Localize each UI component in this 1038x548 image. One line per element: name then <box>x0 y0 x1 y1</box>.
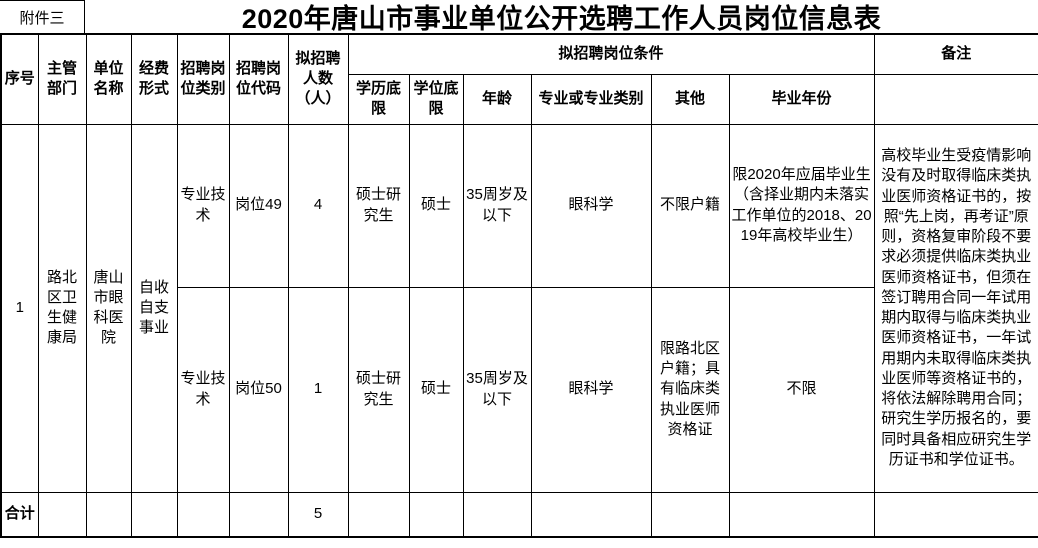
cell-age: 35周岁及以下 <box>462 123 532 288</box>
total-empty-remarks <box>873 491 1038 538</box>
cell-degree: 硕士 <box>408 286 464 493</box>
cell-grad-year: 限2020年应届毕业生（含择业期内未落实工作单位的2018、2019年高校毕业生… <box>728 123 875 288</box>
total-empty-grad-year <box>728 491 875 538</box>
job-table: 序号 主管部门 单位名称 经费形式 招聘岗位类别 招聘岗位代码 拟招聘人数（人）… <box>0 33 1038 538</box>
header-count: 拟招聘人数（人） <box>287 33 349 125</box>
header-degree: 学位底限 <box>408 73 464 125</box>
header-major: 专业或专业类别 <box>530 73 652 125</box>
header-conditions-group: 拟招聘岗位条件 <box>347 33 875 75</box>
cell-age: 35周岁及以下 <box>462 286 532 493</box>
total-count: 5 <box>287 491 349 538</box>
header-seq: 序号 <box>0 33 39 125</box>
cell-education: 硕士研究生 <box>347 123 410 288</box>
total-label: 合计 <box>0 491 39 538</box>
cell-category: 专业技术 <box>176 286 230 493</box>
cell-seq: 1 <box>0 123 39 493</box>
cell-unit: 唐山市眼科医院 <box>85 123 132 493</box>
total-empty-unit <box>85 491 132 538</box>
header-row-2: 学历底限 学位底限 年龄 专业或专业类别 其他 毕业年份 <box>1 73 1038 125</box>
cell-other: 限路北区户籍；具有临床类执业医师资格证 <box>650 286 730 493</box>
total-empty-other <box>650 491 730 538</box>
cell-category: 专业技术 <box>176 123 230 288</box>
header-funding: 经费形式 <box>130 33 178 125</box>
cell-count: 4 <box>287 123 349 288</box>
total-empty-education <box>347 491 410 538</box>
cell-count: 1 <box>287 286 349 493</box>
table-row-total: 合计 5 <box>0 491 1038 538</box>
cell-code: 岗位49 <box>228 123 289 288</box>
header-dept: 主管部门 <box>37 33 87 125</box>
cell-education: 硕士研究生 <box>347 286 410 493</box>
table-row-position-50: 专业技术 岗位50 1 硕士研究生 硕士 35周岁及以下 眼科学 限路北区户籍；… <box>1 286 1038 493</box>
cell-remarks: 高校毕业生受疫情影响没有及时取得临床类执业医师资格证书的，按照“先上岗，再考证”… <box>873 123 1038 493</box>
header-remarks-sub <box>873 73 1038 125</box>
cell-major: 眼科学 <box>530 123 652 288</box>
page-title: 2020年唐山市事业单位公开选聘工作人员岗位信息表 <box>241 4 882 34</box>
cell-code: 岗位50 <box>228 286 289 493</box>
attachment-label: 附件三 <box>0 0 85 33</box>
header-code: 招聘岗位代码 <box>228 33 289 125</box>
total-empty-degree <box>408 491 464 538</box>
header-grad-year: 毕业年份 <box>728 73 875 125</box>
total-empty-code <box>228 491 289 538</box>
cell-other: 不限户籍 <box>650 123 730 288</box>
table-row-position-49: 1 路北区卫生健康局 唐山市眼科医院 自收自支事业 专业技术 岗位49 4 硕士… <box>0 123 1038 493</box>
cell-major: 眼科学 <box>530 286 652 493</box>
header-unit: 单位名称 <box>85 33 132 125</box>
total-empty-age <box>462 491 532 538</box>
total-empty-dept <box>37 491 87 538</box>
title-row: 附件三 2020年唐山市事业单位公开选聘工作人员岗位信息表 <box>0 0 1038 34</box>
total-empty-category <box>176 491 230 538</box>
header-age: 年龄 <box>462 73 532 125</box>
header-row-1: 序号 主管部门 单位名称 经费形式 招聘岗位类别 招聘岗位代码 拟招聘人数（人）… <box>0 33 1038 125</box>
header-category: 招聘岗位类别 <box>176 33 230 125</box>
cell-grad-year: 不限 <box>728 286 875 493</box>
total-empty-funding <box>130 491 178 538</box>
cell-funding: 自收自支事业 <box>130 123 178 493</box>
header-other: 其他 <box>650 73 730 125</box>
cell-degree: 硕士 <box>408 123 464 288</box>
header-remarks: 备注 <box>873 33 1038 75</box>
header-education: 学历底限 <box>347 73 410 125</box>
cell-dept: 路北区卫生健康局 <box>37 123 87 493</box>
total-empty-major <box>530 491 652 538</box>
